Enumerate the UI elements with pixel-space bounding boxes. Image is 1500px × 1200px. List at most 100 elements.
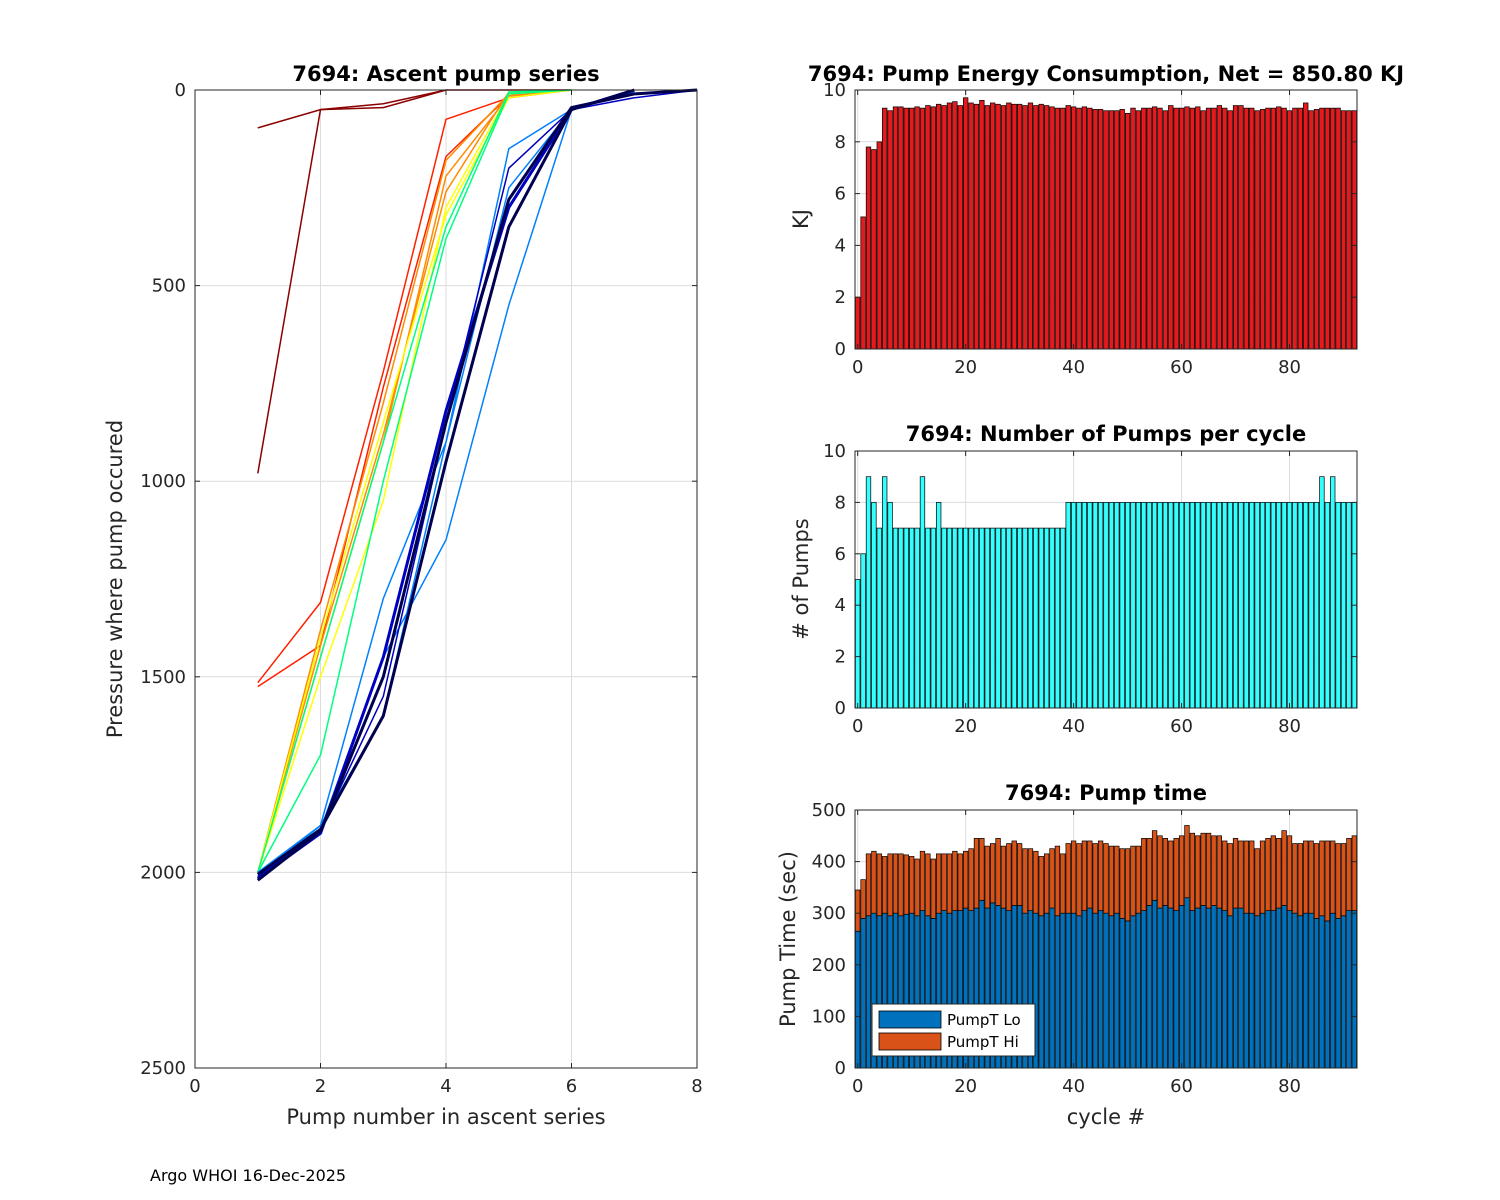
bar [1276,106,1282,350]
bar [1184,502,1190,709]
stacked-bar-segment [1292,912,1298,1069]
stacked-bar-segment [1286,910,1293,1069]
ytick-label: 500 [812,800,846,821]
xtick-label: 6 [566,1076,577,1097]
bar [887,110,893,350]
stacked-bar-segment [1324,840,1330,922]
bar [1006,527,1012,709]
bar [1108,110,1115,350]
stacked-bar-segment [1114,845,1120,914]
stacked-bar-segment [1076,915,1082,1069]
stacked-bar-segment [919,850,926,911]
energy-bars [855,97,1357,350]
stacked-bar-segment [1070,840,1077,914]
bar [1022,527,1028,709]
bar [1324,502,1330,709]
bar [1276,502,1282,709]
stacked-bar-segment [1222,910,1228,1069]
stacked-bar-segment [1205,832,1212,909]
bar [1178,107,1185,350]
stacked-bar-segment [1335,918,1341,1069]
stacked-bar-segment [1103,912,1109,1069]
bar [1238,502,1244,709]
stacked-bar-segment [1000,845,1007,909]
stacked-bar-segment [1319,915,1325,1069]
stacked-bar-segment [1016,843,1023,906]
stacked-bar-segment [1313,918,1320,1069]
bar [1238,105,1244,350]
xtick-label: 40 [1062,357,1085,378]
stacked-bar-segment [1178,835,1185,906]
bar [1340,502,1347,709]
xtick-label: 0 [852,716,863,737]
stacked-bar-segment [1227,843,1233,917]
stacked-bar-segment [1254,848,1260,917]
stacked-bar-segment [887,853,893,917]
stacked-bar-segment [1065,912,1071,1069]
pumps-title: 7694: Number of Pumps per cycle [906,422,1306,446]
bar [1308,502,1314,709]
bar [1265,502,1271,709]
bar [1330,476,1336,709]
ascent-series-line [257,89,572,873]
xtick-label: 4 [440,1076,451,1097]
ytick-label: 4 [835,235,846,256]
stacked-bar-segment [1313,843,1320,919]
ytick-label: 200 [812,955,846,976]
stacked-bar-segment [930,858,936,919]
stacked-bar-segment [1141,838,1147,911]
stacked-bar-segment [1027,848,1034,911]
stacked-bar-segment [1124,848,1131,922]
xtick-label: 80 [1278,716,1301,737]
ytick-label: 300 [812,903,846,924]
bar [925,105,931,350]
pumptime-xlabel: cycle # [1067,1105,1146,1129]
stacked-bar-segment [1038,915,1044,1069]
stacked-bar-segment [1097,840,1104,911]
bar [1108,502,1115,709]
bar [946,527,953,709]
bar [952,101,958,350]
bar [1189,502,1196,709]
stacked-bar-segment [1135,912,1142,1069]
bar [1054,107,1061,350]
bar [1065,502,1071,709]
stacked-bar-segment [1200,905,1206,1069]
bar [1151,106,1158,350]
bar [1092,109,1098,350]
stacked-bar-segment [1087,840,1093,909]
bar [1027,102,1034,350]
bar [1254,502,1260,709]
footer-stamp: Argo WHOI 16-Dec-2025 [150,1166,346,1185]
bar [1011,527,1017,709]
bar [1000,105,1007,350]
bar [1195,106,1201,350]
stacked-bar-segment [1330,840,1336,914]
bar [871,502,877,709]
bar [1313,109,1320,350]
stacked-bar-segment [1043,912,1050,1069]
stacked-bar-segment [1108,845,1115,917]
stacked-bar-segment [1151,830,1158,901]
stacked-bar-segment [1303,840,1309,914]
bar [1022,105,1028,350]
bar [1076,107,1082,350]
stacked-bar-segment [1286,835,1293,911]
stacked-bar-segment [1038,856,1044,917]
bar [1184,106,1190,350]
stacked-bar-segment [1330,912,1336,1069]
bar [1232,502,1239,709]
bar [1313,502,1320,709]
stacked-bar-segment [936,853,942,914]
bar [952,527,958,709]
bar [1043,105,1050,350]
bar [930,106,936,350]
bar [1286,110,1293,350]
bar [871,149,877,350]
bar [1173,107,1179,350]
bar [1081,106,1088,350]
bar [887,502,893,709]
stacked-bar-segment [1065,843,1071,914]
bar [1216,105,1223,350]
